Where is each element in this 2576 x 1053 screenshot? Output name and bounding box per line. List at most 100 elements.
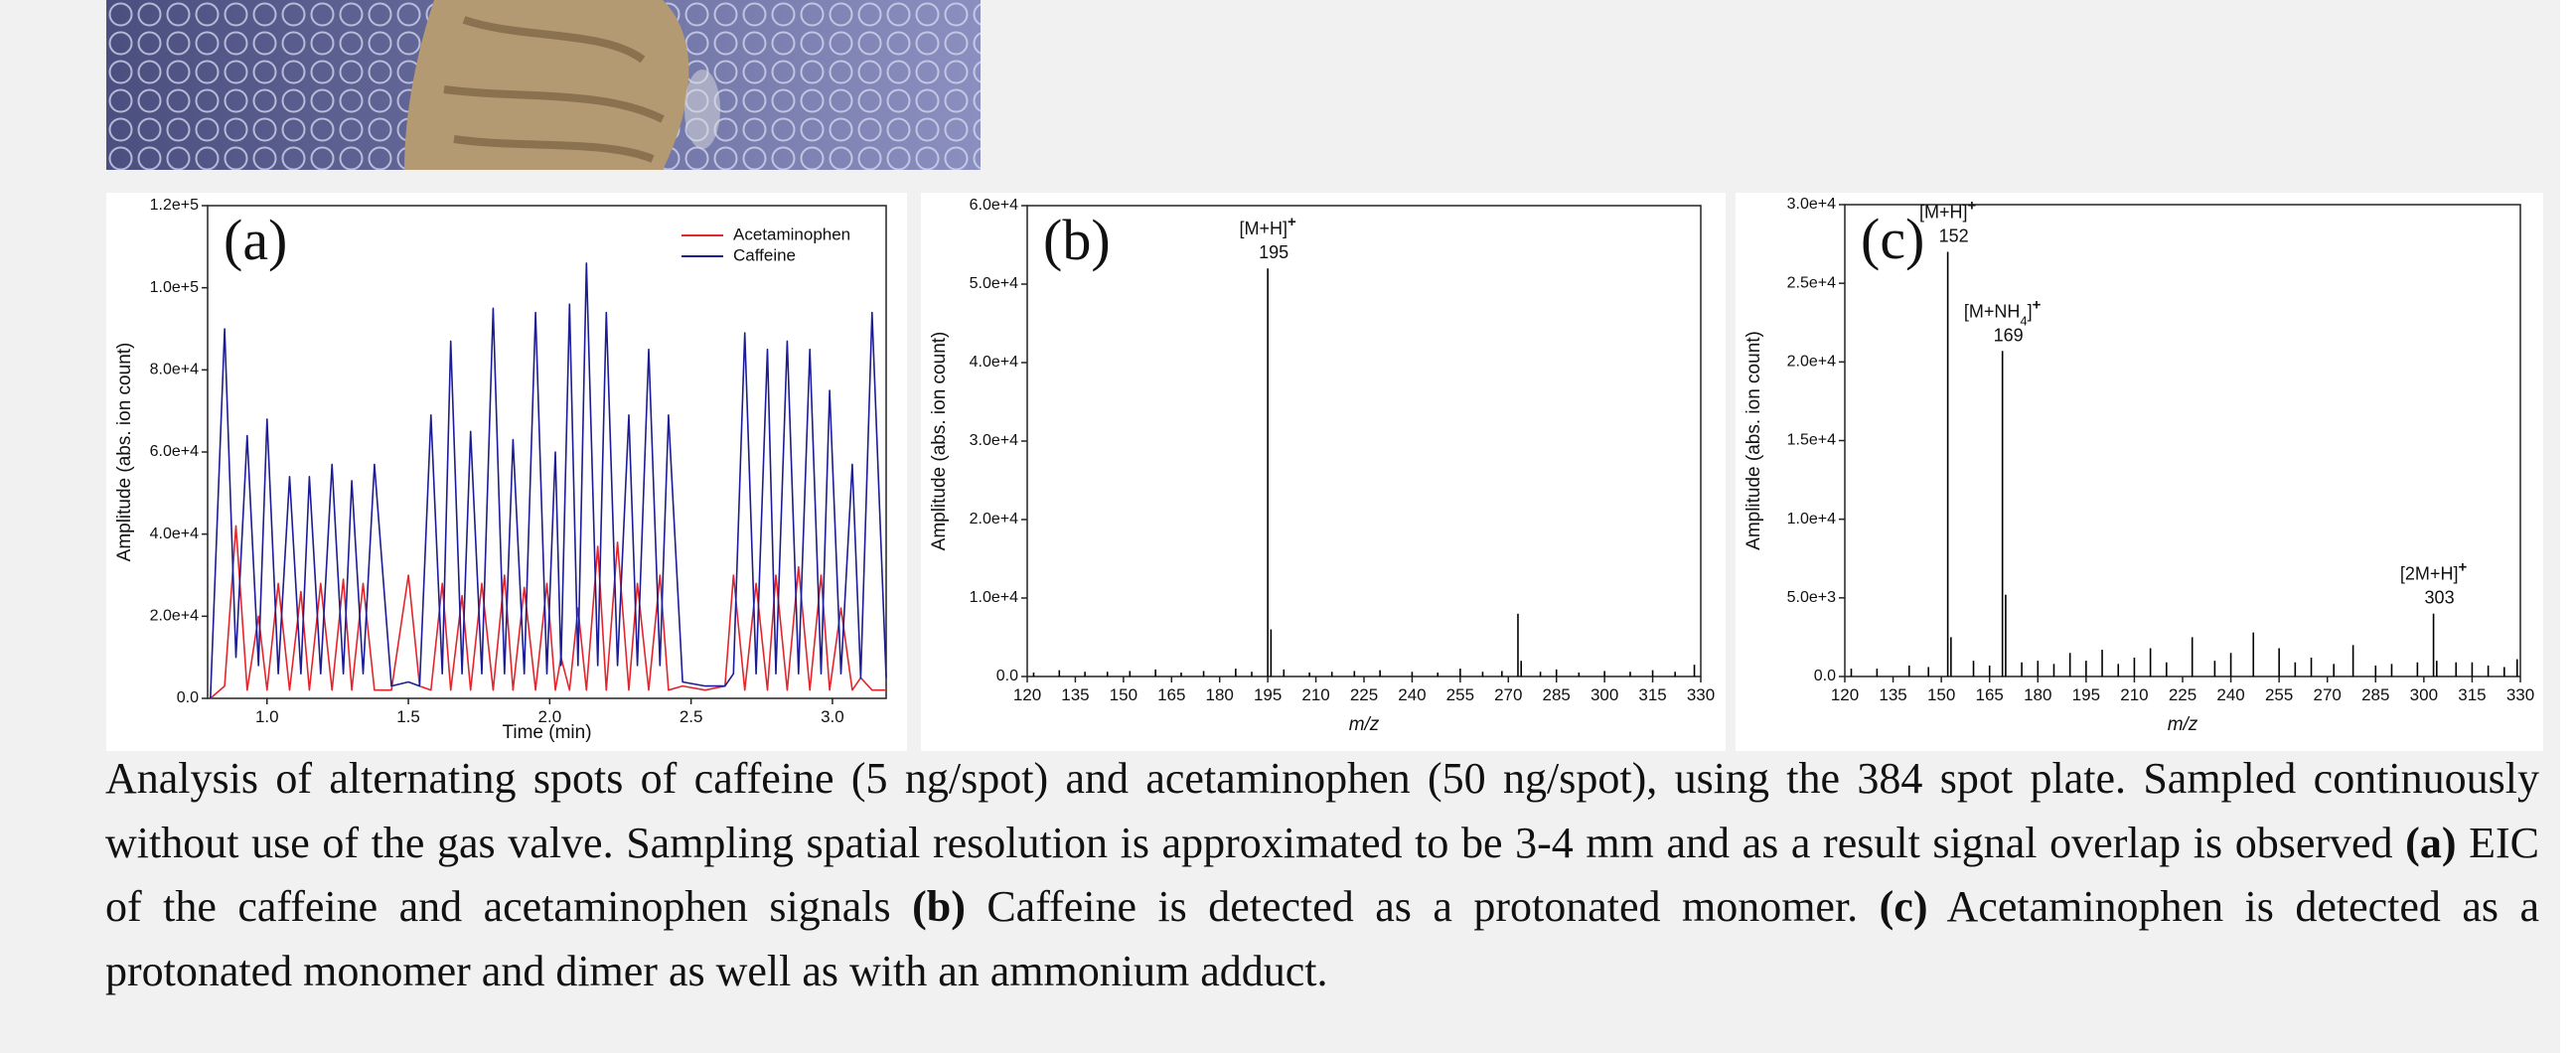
y-tick-label: 2.5e+4 (1787, 274, 1836, 291)
y-axis-title: Amplitude (abs. ion count) (1743, 331, 1764, 550)
y-tick-label: 6.0e+4 (150, 443, 199, 460)
x-tick-label: 1.5 (396, 707, 420, 726)
series-line (210, 262, 887, 699)
x-axis-title: m/z (1349, 714, 1380, 735)
x-tick-label: 270 (2314, 685, 2342, 704)
x-tick-label: 270 (1494, 685, 1522, 704)
y-tick-label: 2.0e+4 (970, 511, 1018, 527)
annotation-part: [M+H] (1240, 219, 1288, 238)
panel-label: (c) (1861, 207, 1924, 271)
x-tick-label: 285 (1543, 685, 1571, 704)
x-tick-label: 255 (1446, 685, 1474, 704)
x-tick-label: 3.0 (821, 707, 844, 726)
y-tick-label: 1.0e+4 (1787, 511, 1836, 527)
chart-a: 0.0 2.0e+4 4.0e+4 6.0e+4 8.0e+4 1.0e+5 1.2e+5 1… (106, 193, 907, 751)
figure-caption: Analysis of alternating spots of caffein… (105, 747, 2539, 1053)
y-tick-label: 1.0e+4 (970, 589, 1018, 606)
x-tick-label: 300 (1591, 685, 1618, 704)
y-tick-label: 0.0 (1814, 668, 1836, 684)
y-tick-label: 8.0e+4 (150, 362, 199, 378)
x-tick-label: 210 (1301, 685, 1329, 704)
x-tick-label: 120 (1013, 685, 1041, 704)
edge-strip (2560, 0, 2576, 1053)
y-axis-title: Amplitude (abs. ion count) (114, 343, 135, 562)
annotation-part: + (1967, 197, 1976, 214)
annotation-part: [M+NH (1964, 301, 2021, 321)
x-tick-label: 315 (2458, 685, 2486, 704)
x-tick-label: 195 (1254, 685, 1282, 704)
plot-frame (207, 205, 887, 699)
x-tick-label: 165 (1157, 685, 1185, 704)
annotation-part: + (2033, 296, 2042, 313)
x-tick-label: 2.0 (538, 707, 562, 726)
annotation: [2M+H]+ (2400, 558, 2468, 584)
annotation-part: + (1288, 214, 1296, 230)
y-tick-label: 1.2e+5 (150, 197, 199, 214)
panel-label: (b) (1043, 208, 1111, 272)
annotation-mz: 169 (1994, 325, 2024, 345)
y-tick-label: 2.0e+4 (1787, 354, 1836, 371)
x-tick-label: 300 (2410, 685, 2438, 704)
annotation-part: [M+H] (1919, 203, 1968, 223)
caption-text: EIC of the caffeine and acetaminophen si… (105, 818, 2539, 932)
chart-b: 0.0 1.0e+4 2.0e+4 3.0e+4 4.0e+4 5.0e+4 6.0e+4 1… (921, 193, 1726, 751)
x-tick-label: 165 (1976, 685, 2004, 704)
series-line (210, 525, 886, 699)
legend-label: Caffeine (733, 245, 796, 264)
x-tick-label: 180 (2024, 685, 2051, 704)
y-tick-label: 4.0e+4 (970, 354, 1018, 371)
x-tick-label: 240 (1398, 685, 1426, 704)
y-tick-label: 1.5e+4 (1787, 432, 1836, 449)
y-tick-label: 0.0 (996, 668, 1018, 684)
plot-frame (1844, 204, 2521, 677)
x-tick-label: 225 (1350, 685, 1378, 704)
y-tick-label: 2.0e+4 (150, 608, 199, 625)
x-tick-label: 255 (2265, 685, 2293, 704)
caption-text: (a) (2405, 818, 2457, 867)
x-tick-label: 2.5 (680, 707, 703, 726)
x-axis-title: Time (min) (502, 722, 591, 743)
x-tick-label: 120 (1831, 685, 1859, 704)
y-tick-label: 1.0e+5 (150, 279, 199, 296)
caption-text: Analysis of alternating spots of caffein… (105, 754, 2539, 867)
x-tick-label: 150 (1110, 685, 1137, 704)
x-tick-label: 330 (2506, 685, 2534, 704)
annotation: [M+H]+ (1240, 214, 1297, 239)
annotation-mz: 195 (1259, 242, 1288, 262)
sample-photo (106, 0, 981, 170)
y-tick-label: 5.0e+4 (970, 275, 1018, 292)
annotation-mz: 152 (1939, 226, 1969, 246)
x-tick-label: 240 (2216, 685, 2244, 704)
x-tick-label: 330 (1687, 685, 1715, 704)
x-tick-label: 135 (1879, 685, 1906, 704)
x-tick-label: 315 (1638, 685, 1666, 704)
y-tick-label: 5.0e+3 (1787, 589, 1836, 606)
y-axis-title: Amplitude (abs. ion count) (929, 332, 950, 551)
x-tick-label: 1.0 (255, 707, 279, 726)
legend-label: Acetaminophen (733, 225, 850, 243)
annotation: [M+NH4]+ (1964, 296, 2042, 328)
y-tick-label: 4.0e+4 (150, 526, 199, 542)
chart-c: 0.0 5.0e+3 1.0e+4 1.5e+4 2.0e+4 2.5e+4 3.0e+4 1… (1736, 193, 2543, 751)
y-tick-label: 3.0e+4 (970, 432, 1018, 449)
annotation-part: 4 (2020, 313, 2027, 328)
y-tick-label: 0.0 (177, 689, 199, 706)
caption-text: (c) (1879, 882, 1928, 931)
plot-frame (1026, 205, 1702, 677)
x-tick-label: 150 (1927, 685, 1955, 704)
panel-label: (a) (224, 208, 287, 272)
y-tick-label: 6.0e+4 (970, 197, 1018, 214)
annotation-mz: 303 (2425, 588, 2455, 608)
x-axis-title: m/z (2168, 714, 2198, 735)
caption-text: (b) (912, 882, 966, 931)
x-tick-label: 180 (1206, 685, 1234, 704)
annotation-part: + (2458, 558, 2467, 575)
x-tick-label: 195 (2072, 685, 2100, 704)
x-tick-label: 285 (2361, 685, 2389, 704)
annotation: [M+H]+ (1919, 197, 1977, 223)
annotation-part: [2M+H] (2400, 564, 2459, 584)
y-tick-label: 3.0e+4 (1787, 196, 1836, 213)
caption-text: Caffeine is detected as a protonated mon… (965, 882, 1880, 931)
x-tick-label: 225 (2169, 685, 2197, 704)
